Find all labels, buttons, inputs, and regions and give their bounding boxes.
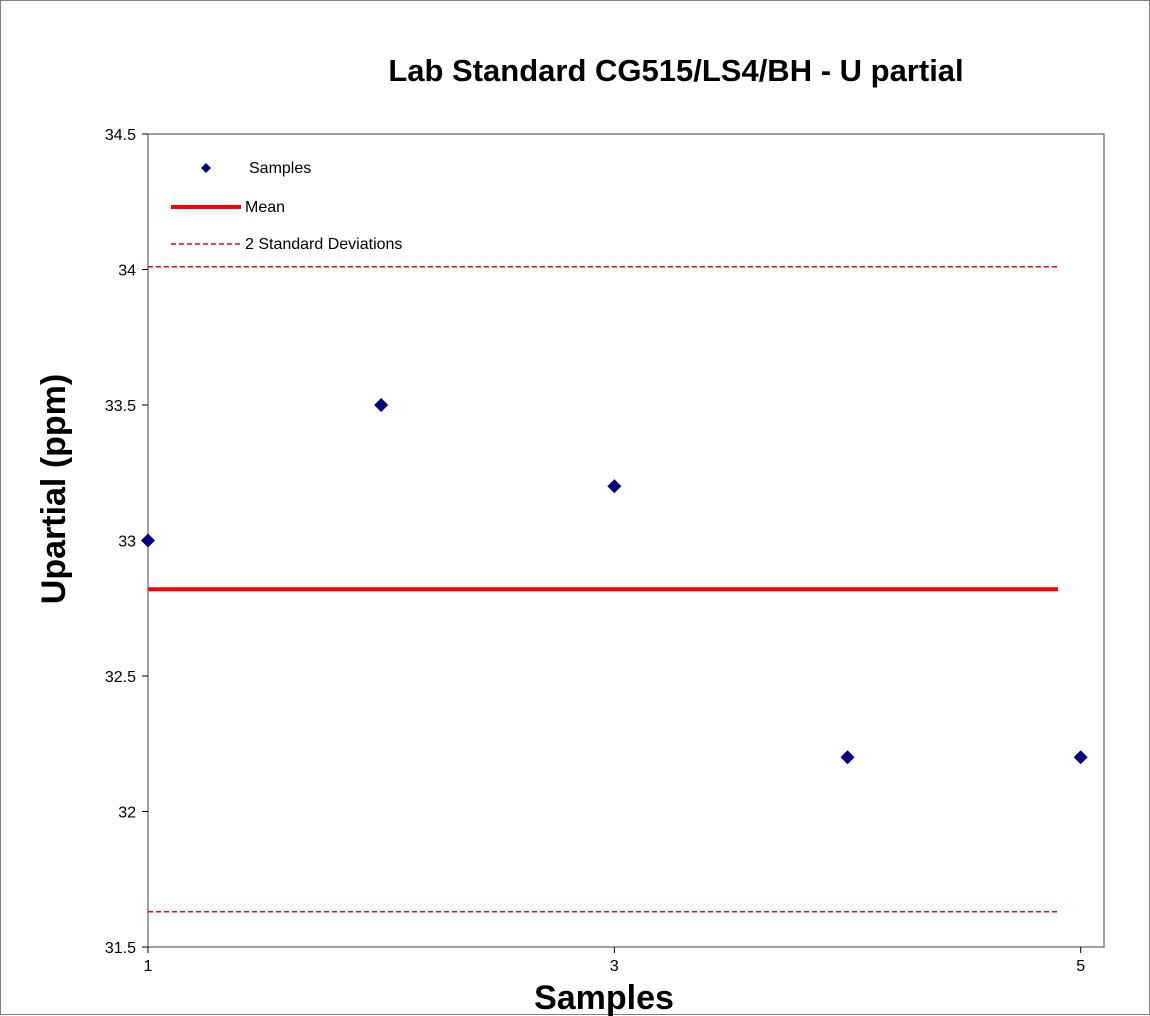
y-axis-label: Upartial (ppm)	[35, 374, 73, 604]
plot-area	[147, 133, 1105, 948]
legend-label: Mean	[245, 199, 285, 216]
legend-label: Samples	[249, 160, 311, 177]
legend-marker-samples	[201, 163, 211, 173]
x-tick-label: 5	[1076, 958, 1085, 975]
y-tick-label: 34.5	[105, 127, 136, 144]
chart-title: Lab Standard CG515/LS4/BH - U partial	[388, 53, 963, 88]
sample-point	[1073, 750, 1088, 765]
y-tick-label: 32	[118, 805, 136, 822]
x-tick-label: 3	[610, 958, 619, 975]
y-tick-label: 33	[118, 534, 136, 551]
x-axis-label: Samples	[534, 979, 674, 1016]
legend: Samples Mean 2 Standard Deviations	[171, 160, 402, 253]
sample-point	[840, 750, 855, 765]
x-tick-label: 1	[144, 958, 153, 975]
sample-point	[374, 398, 389, 412]
y-tick-label: 32.5	[105, 669, 136, 686]
sample-point	[607, 479, 622, 494]
y-tick-label: 31.5	[105, 940, 136, 957]
y-tick-label: 33.5	[105, 398, 136, 415]
sample-point	[141, 533, 155, 548]
legend-label: 2 Standard Deviations	[245, 236, 402, 253]
y-tick-label: 34	[118, 263, 136, 280]
